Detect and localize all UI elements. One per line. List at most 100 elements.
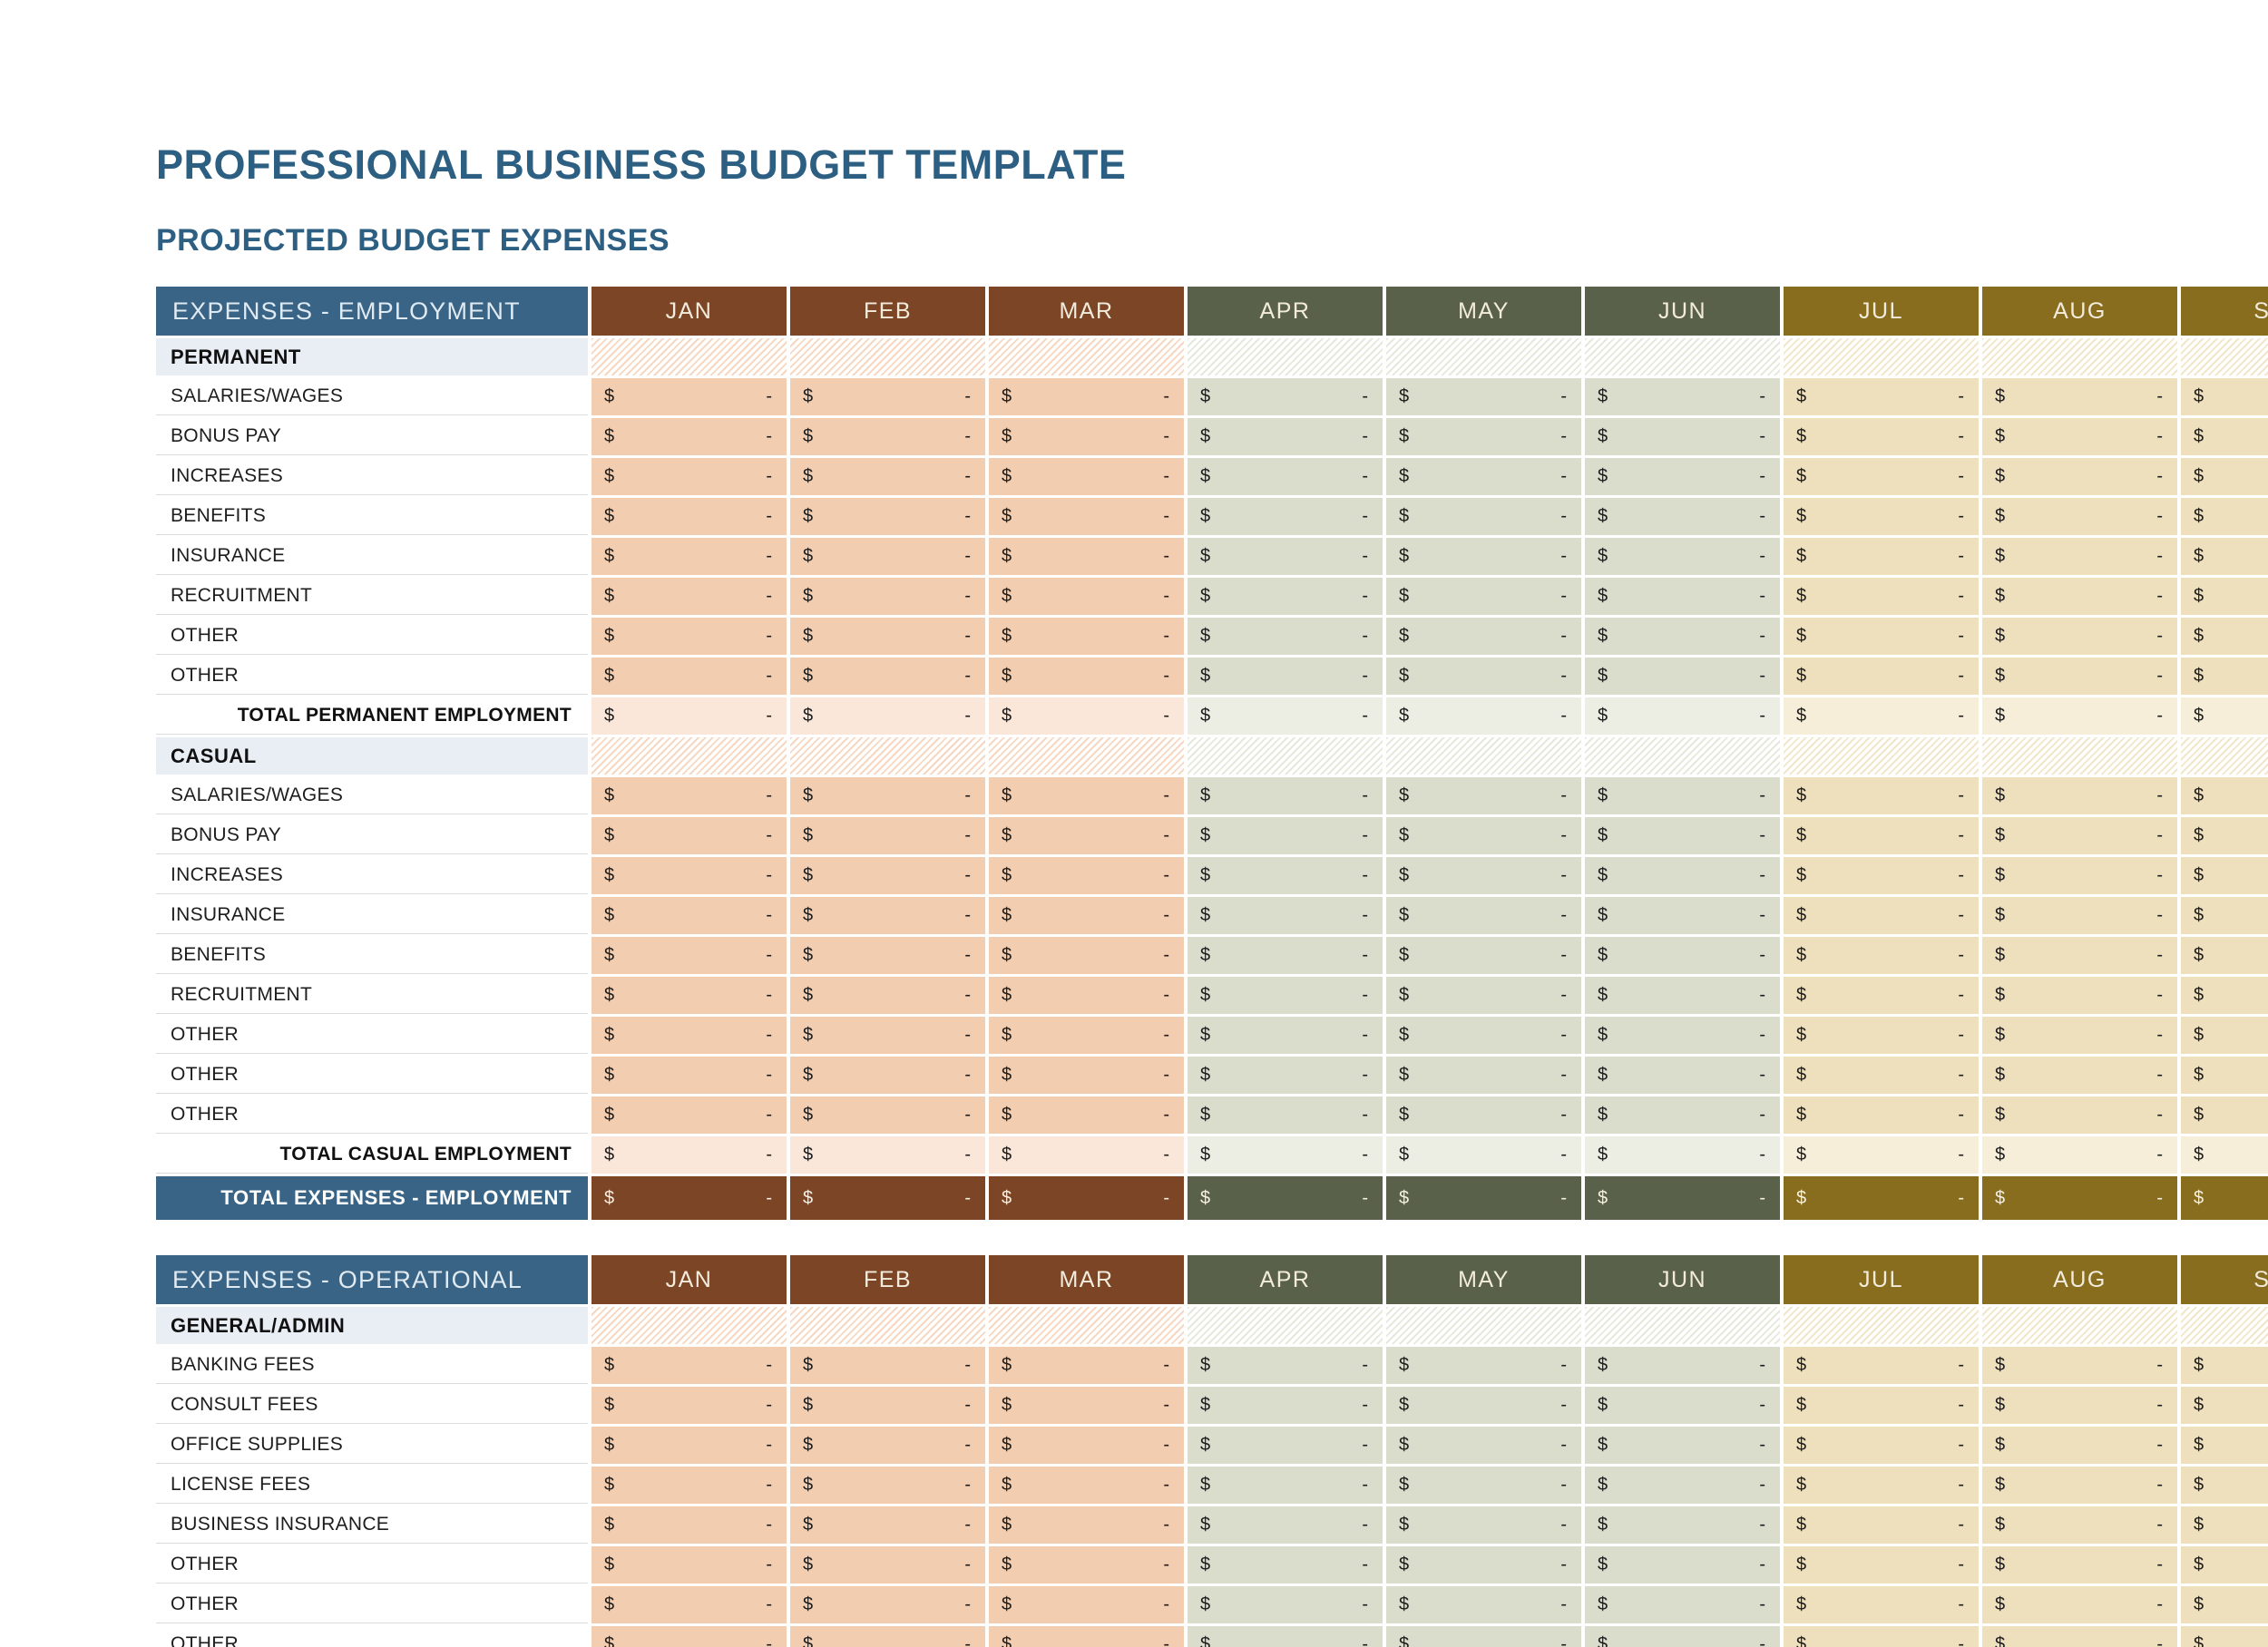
value-cell-jan[interactable]: $ -	[591, 1347, 787, 1384]
value-cell-aug[interactable]: $ -	[1982, 1387, 2177, 1424]
column-header-sep[interactable]: SEP	[2181, 287, 2268, 336]
row-label-salaries-wages[interactable]: SALARIES/WAGES	[156, 378, 588, 415]
value-cell-sep[interactable]: $-	[2181, 977, 2268, 1014]
row-label-other[interactable]: OTHER	[156, 1626, 588, 1647]
value-cell-jun[interactable]: $ -	[1585, 538, 1780, 575]
value-cell-jun[interactable]: $ -	[1585, 1057, 1780, 1094]
value-cell-feb[interactable]: $ -	[790, 618, 985, 655]
value-cell-mar[interactable]: $ -	[989, 418, 1184, 455]
value-cell-jan[interactable]: $ -	[591, 658, 787, 695]
row-label-general-admin[interactable]: GENERAL/ADMIN	[156, 1307, 588, 1344]
value-cell-sep[interactable]: $-	[2181, 658, 2268, 695]
value-cell-mar[interactable]: $ -	[989, 1347, 1184, 1384]
value-cell-apr[interactable]: $ -	[1188, 618, 1383, 655]
value-cell-mar[interactable]: $ -	[989, 1506, 1184, 1544]
value-cell-sep[interactable]: $-	[2181, 1096, 2268, 1134]
value-cell-jun[interactable]: $ -	[1585, 1626, 1780, 1647]
value-cell-feb[interactable]: $ -	[790, 1427, 985, 1464]
value-cell-jun[interactable]: $ -	[1585, 378, 1780, 415]
value-cell-jul[interactable]: $ -	[1784, 658, 1979, 695]
value-cell-sep[interactable]: $-	[2181, 1586, 2268, 1623]
value-cell-sep[interactable]: $-	[2181, 697, 2268, 735]
value-cell-apr[interactable]: $ -	[1188, 1347, 1383, 1384]
value-cell-apr[interactable]: $ -	[1188, 1017, 1383, 1054]
row-label-recruitment[interactable]: RECRUITMENT	[156, 977, 588, 1014]
value-cell-may[interactable]: $ -	[1386, 1586, 1581, 1623]
row-label-other[interactable]: OTHER	[156, 658, 588, 695]
value-cell-apr[interactable]: $ -	[1188, 977, 1383, 1014]
value-cell-jul[interactable]: $ -	[1784, 1506, 1979, 1544]
value-cell-jun[interactable]: $ -	[1585, 458, 1780, 495]
value-cell-may[interactable]: $ -	[1386, 697, 1581, 735]
value-cell-aug[interactable]: $ -	[1982, 1467, 2177, 1504]
value-cell-may[interactable]: $ -	[1386, 538, 1581, 575]
value-cell-mar[interactable]: $ -	[989, 1586, 1184, 1623]
value-cell-jul[interactable]: $ -	[1784, 1467, 1979, 1504]
column-header-jan[interactable]: JAN	[591, 287, 787, 336]
value-cell-jan[interactable]: $ -	[591, 777, 787, 814]
value-cell-apr[interactable]: $ -	[1188, 458, 1383, 495]
column-header-jul[interactable]: JUL	[1784, 287, 1979, 336]
value-cell-jul[interactable]: $ -	[1784, 1387, 1979, 1424]
column-header-feb[interactable]: FEB	[790, 1255, 985, 1304]
column-header-apr[interactable]: APR	[1188, 287, 1383, 336]
value-cell-jun[interactable]: $ -	[1585, 777, 1780, 814]
value-cell-sep[interactable]: $-	[2181, 1057, 2268, 1094]
value-cell-sep[interactable]: $-	[2181, 1626, 2268, 1647]
value-cell-jun[interactable]: $ -	[1585, 857, 1780, 894]
value-cell-feb[interactable]: $ -	[790, 1057, 985, 1094]
row-label-bonus-pay[interactable]: BONUS PAY	[156, 418, 588, 455]
value-cell-aug[interactable]: $ -	[1982, 1096, 2177, 1134]
row-label-business-insurance[interactable]: BUSINESS INSURANCE	[156, 1506, 588, 1544]
value-cell-may[interactable]: $ -	[1386, 378, 1581, 415]
value-cell-may[interactable]: $ -	[1386, 897, 1581, 934]
value-cell-sep[interactable]: $-	[2181, 1136, 2268, 1174]
value-cell-apr[interactable]: $ -	[1188, 1136, 1383, 1174]
column-header-jul[interactable]: JUL	[1784, 1255, 1979, 1304]
value-cell-jul[interactable]: $ -	[1784, 937, 1979, 974]
table-header-title-employment[interactable]: EXPENSES - EMPLOYMENT	[156, 287, 588, 336]
value-cell-aug[interactable]: $ -	[1982, 1506, 2177, 1544]
value-cell-jul[interactable]: $ -	[1784, 857, 1979, 894]
column-header-aug[interactable]: AUG	[1982, 287, 2177, 336]
value-cell-apr[interactable]: $ -	[1188, 897, 1383, 934]
value-cell-feb[interactable]: $ -	[790, 777, 985, 814]
value-cell-jul[interactable]: $ -	[1784, 1427, 1979, 1464]
value-cell-sep[interactable]: $-	[2181, 1347, 2268, 1384]
value-cell-sep[interactable]: $-	[2181, 378, 2268, 415]
row-label-other[interactable]: OTHER	[156, 1586, 588, 1623]
value-cell-mar[interactable]: $ -	[989, 658, 1184, 695]
value-cell-aug[interactable]: $ -	[1982, 977, 2177, 1014]
value-cell-jun[interactable]: $ -	[1585, 1467, 1780, 1504]
value-cell-mar[interactable]: $ -	[989, 1387, 1184, 1424]
column-header-jun[interactable]: JUN	[1585, 1255, 1780, 1304]
column-header-sep[interactable]: SEP	[2181, 1255, 2268, 1304]
value-cell-mar[interactable]: $ -	[989, 857, 1184, 894]
value-cell-aug[interactable]: $ -	[1982, 618, 2177, 655]
column-header-jun[interactable]: JUN	[1585, 287, 1780, 336]
value-cell-jan[interactable]: $ -	[591, 1096, 787, 1134]
value-cell-feb[interactable]: $ -	[790, 1626, 985, 1647]
row-label-insurance[interactable]: INSURANCE	[156, 538, 588, 575]
row-label-other[interactable]: OTHER	[156, 1057, 588, 1094]
value-cell-jan[interactable]: $ -	[591, 1626, 787, 1647]
value-cell-jul[interactable]: $ -	[1784, 1347, 1979, 1384]
value-cell-mar[interactable]: $ -	[989, 1427, 1184, 1464]
row-label-increases[interactable]: INCREASES	[156, 458, 588, 495]
value-cell-may[interactable]: $ -	[1386, 777, 1581, 814]
row-label-other[interactable]: OTHER	[156, 1017, 588, 1054]
value-cell-feb[interactable]: $ -	[790, 538, 985, 575]
value-cell-sep[interactable]: $-	[2181, 857, 2268, 894]
row-label-consult-fees[interactable]: CONSULT FEES	[156, 1387, 588, 1424]
value-cell-jul[interactable]: $ -	[1784, 1096, 1979, 1134]
value-cell-aug[interactable]: $ -	[1982, 1586, 2177, 1623]
value-cell-feb[interactable]: $ -	[790, 458, 985, 495]
value-cell-jun[interactable]: $ -	[1585, 1176, 1780, 1220]
value-cell-may[interactable]: $ -	[1386, 1467, 1581, 1504]
value-cell-apr[interactable]: $ -	[1188, 1467, 1383, 1504]
value-cell-jan[interactable]: $ -	[591, 498, 787, 535]
value-cell-feb[interactable]: $ -	[790, 1017, 985, 1054]
value-cell-jun[interactable]: $ -	[1585, 1096, 1780, 1134]
value-cell-may[interactable]: $ -	[1386, 498, 1581, 535]
row-label-permanent[interactable]: PERMANENT	[156, 338, 588, 375]
